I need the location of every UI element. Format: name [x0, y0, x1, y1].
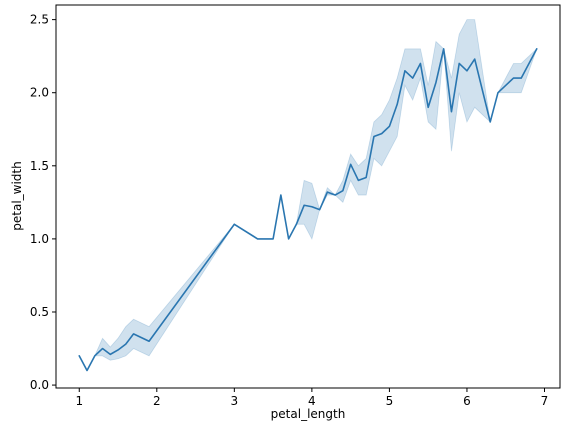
data-point [296, 223, 298, 225]
data-point [396, 104, 398, 106]
data-point [319, 209, 321, 211]
data-point [435, 82, 437, 84]
y-tick-label: 1.0 [30, 232, 49, 246]
data-point [303, 204, 305, 206]
y-tick-label: 1.5 [30, 159, 49, 173]
data-point [466, 70, 468, 72]
data-point [117, 349, 119, 351]
data-point [513, 77, 515, 79]
data-point [94, 355, 96, 357]
x-axis-ticks: 1 2 3 4 5 6 7 [75, 388, 548, 408]
data-point [520, 77, 522, 79]
data-point [311, 206, 313, 208]
data-point [109, 354, 111, 356]
data-point [373, 136, 375, 138]
data-point [404, 70, 406, 72]
data-point [350, 164, 352, 166]
data-point [125, 343, 127, 345]
data-point [536, 48, 538, 50]
series-line-0 [78, 48, 538, 372]
data-point [365, 177, 367, 179]
data-point [381, 133, 383, 135]
data-point [257, 238, 259, 240]
plot-area-background [56, 5, 560, 388]
x-tick-label: 2 [153, 394, 161, 408]
data-point [474, 58, 476, 60]
y-tick-label: 0.5 [30, 305, 49, 319]
data-point [288, 238, 290, 240]
x-tick-label: 3 [231, 394, 239, 408]
data-point [78, 355, 80, 357]
x-tick-label: 6 [463, 394, 471, 408]
data-point [420, 63, 422, 65]
x-tick-label: 1 [75, 394, 83, 408]
x-tick-label: 5 [386, 394, 394, 408]
data-point [334, 194, 336, 196]
data-point [148, 340, 150, 342]
y-axis-label: petal_width [10, 161, 24, 230]
data-point [497, 92, 499, 94]
y-tick-label: 2.5 [30, 13, 49, 27]
data-point [412, 77, 414, 79]
data-point [458, 63, 460, 65]
data-point [272, 238, 274, 240]
data-point [327, 191, 329, 193]
x-tick-label: 4 [308, 394, 316, 408]
y-axis-ticks: 0.0 0.5 1.0 1.5 2.0 2.5 [30, 13, 56, 392]
series-line-layer [78, 48, 538, 372]
data-point [451, 111, 453, 113]
data-point [358, 180, 360, 182]
data-point [342, 190, 344, 192]
data-point [389, 126, 391, 128]
x-tick-label: 7 [541, 394, 549, 408]
x-axis-label: petal_length [271, 407, 346, 421]
data-point [443, 48, 445, 50]
data-point [234, 223, 236, 225]
data-point [102, 348, 104, 350]
data-point [489, 121, 491, 123]
data-point [133, 333, 135, 335]
data-point [280, 194, 282, 196]
y-tick-label: 0.0 [30, 378, 49, 392]
data-point [86, 370, 88, 372]
data-point [427, 107, 429, 109]
plot-area-frame [55, 4, 561, 389]
y-tick-label: 2.0 [30, 86, 49, 100]
